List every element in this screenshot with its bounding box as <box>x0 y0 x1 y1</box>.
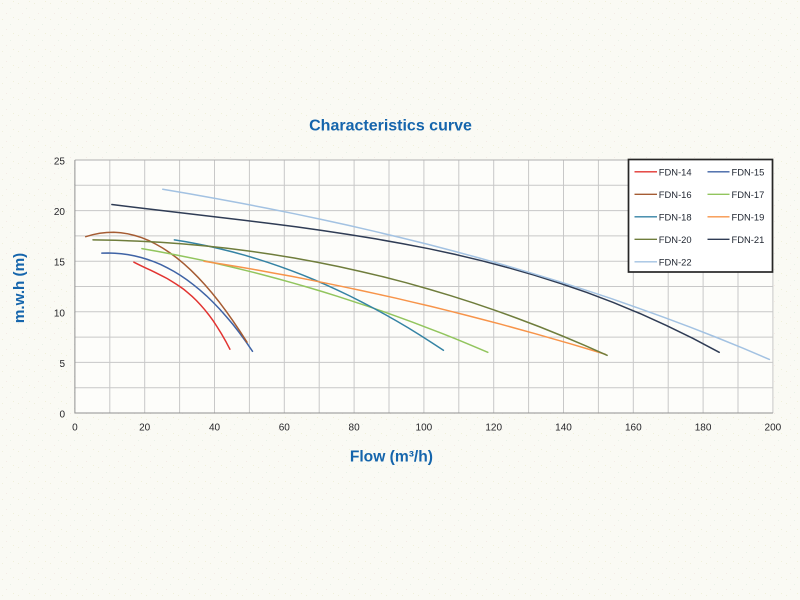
svg-text:120: 120 <box>485 423 502 434</box>
svg-text:100: 100 <box>416 423 433 434</box>
svg-text:Characteristics curve: Characteristics curve <box>309 118 472 135</box>
svg-text:60: 60 <box>279 423 291 434</box>
svg-text:80: 80 <box>349 423 361 434</box>
svg-text:20: 20 <box>54 207 66 218</box>
svg-text:160: 160 <box>625 423 642 434</box>
svg-text:140: 140 <box>555 423 572 434</box>
svg-text:Flow (m³/h): Flow (m³/h) <box>350 449 433 466</box>
svg-text:15: 15 <box>54 258 66 269</box>
svg-text:200: 200 <box>765 423 782 434</box>
svg-text:FDN-16: FDN-16 <box>659 189 692 200</box>
svg-text:FDN-15: FDN-15 <box>732 167 765 178</box>
svg-text:m.w.h (m): m.w.h (m) <box>11 253 28 323</box>
svg-text:FDN-20: FDN-20 <box>659 234 692 245</box>
svg-text:5: 5 <box>59 359 65 370</box>
svg-text:FDN-17: FDN-17 <box>732 189 765 200</box>
svg-text:40: 40 <box>209 423 221 434</box>
svg-text:FDN-18: FDN-18 <box>659 212 692 223</box>
svg-text:25: 25 <box>54 157 66 168</box>
svg-text:0: 0 <box>59 410 65 421</box>
svg-text:180: 180 <box>695 423 712 434</box>
svg-text:FDN-21: FDN-21 <box>732 234 765 245</box>
svg-text:20: 20 <box>139 423 151 434</box>
svg-text:0: 0 <box>72 423 78 434</box>
svg-text:FDN-22: FDN-22 <box>659 257 692 268</box>
svg-text:FDN-19: FDN-19 <box>732 212 765 223</box>
svg-text:10: 10 <box>54 308 66 319</box>
svg-text:FDN-14: FDN-14 <box>659 167 692 178</box>
